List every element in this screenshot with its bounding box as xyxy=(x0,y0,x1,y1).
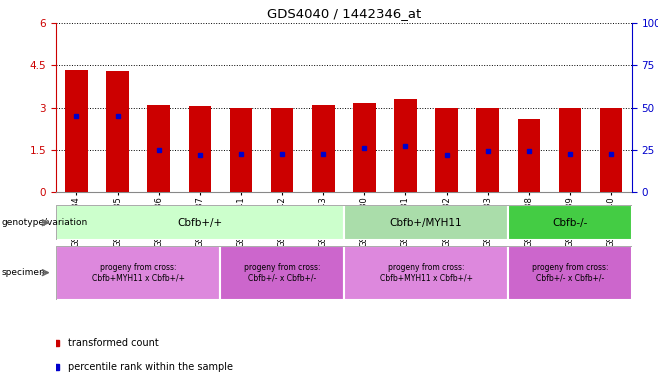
Bar xyxy=(65,70,88,192)
Text: progeny from cross:
Cbfb+MYH11 x Cbfb+/+: progeny from cross: Cbfb+MYH11 x Cbfb+/+ xyxy=(380,263,472,282)
Bar xyxy=(189,106,211,192)
Bar xyxy=(508,246,632,300)
Text: percentile rank within the sample: percentile rank within the sample xyxy=(68,362,233,372)
Bar xyxy=(56,246,220,300)
Bar xyxy=(559,108,581,192)
Text: Cbfb+/+: Cbfb+/+ xyxy=(177,218,222,228)
Text: specimen: specimen xyxy=(1,268,45,277)
Bar xyxy=(312,105,334,192)
Bar xyxy=(518,119,540,192)
Bar xyxy=(394,99,417,192)
Text: progeny from cross:
Cbfb+/- x Cbfb+/-: progeny from cross: Cbfb+/- x Cbfb+/- xyxy=(244,263,320,282)
Bar xyxy=(600,108,622,192)
Text: genotype/variation: genotype/variation xyxy=(1,218,88,227)
Text: progeny from cross:
Cbfb+MYH11 x Cbfb+/+: progeny from cross: Cbfb+MYH11 x Cbfb+/+ xyxy=(91,263,185,282)
Text: Cbfb-/-: Cbfb-/- xyxy=(552,218,588,228)
Bar xyxy=(107,71,129,192)
Bar xyxy=(353,103,376,192)
Text: progeny from cross:
Cbfb+/- x Cbfb+/-: progeny from cross: Cbfb+/- x Cbfb+/- xyxy=(532,263,608,282)
Bar xyxy=(343,246,508,300)
Bar xyxy=(271,108,293,192)
Bar xyxy=(476,108,499,192)
Bar xyxy=(343,205,508,240)
Text: Cbfb+/MYH11: Cbfb+/MYH11 xyxy=(390,218,463,228)
Bar xyxy=(147,105,170,192)
Text: transformed count: transformed count xyxy=(68,338,159,348)
Bar xyxy=(436,108,458,192)
Bar xyxy=(56,205,343,240)
Bar xyxy=(508,205,632,240)
Bar xyxy=(230,108,252,192)
Bar xyxy=(220,246,343,300)
Title: GDS4040 / 1442346_at: GDS4040 / 1442346_at xyxy=(266,7,421,20)
